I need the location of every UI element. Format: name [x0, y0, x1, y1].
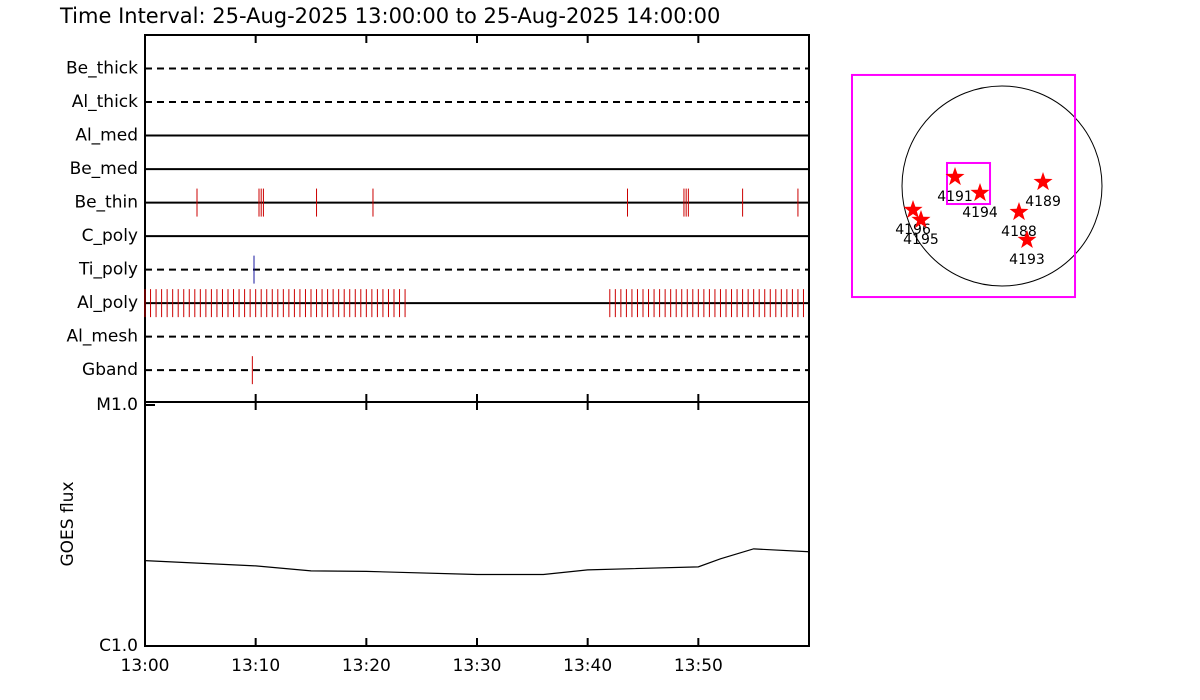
fov-box	[946, 161, 992, 206]
x-tick-label: 13:30	[453, 656, 502, 676]
region-star	[1033, 172, 1053, 191]
y-tick-label: M1.0	[96, 395, 138, 415]
region-label: 4195	[903, 232, 939, 248]
row-label: Be_thick	[66, 59, 138, 79]
row-label: Gband	[82, 360, 138, 380]
region-star	[970, 183, 990, 202]
row-label: Al_mesh	[66, 327, 138, 347]
row-label: Ti_poly	[78, 260, 138, 280]
x-tick-label: 13:20	[342, 656, 391, 676]
chart-title: Time Interval: 25-Aug-2025 13:00:00 to 2…	[59, 4, 720, 28]
goes-curve	[144, 548, 810, 576]
x-tick-label: 13:10	[231, 656, 280, 676]
y-axis-label: GOES flux	[58, 481, 78, 566]
row-label: Al_thick	[72, 92, 138, 112]
row-label: Al_poly	[77, 293, 138, 313]
x-tick-label: 13:40	[563, 656, 612, 676]
region-star	[911, 210, 931, 228]
solar-disk	[901, 85, 1103, 287]
x-tick-label: 13:00	[121, 656, 170, 676]
region-label: 4191	[937, 189, 973, 205]
y-tick-label: C1.0	[99, 636, 138, 656]
region-label: 4193	[1009, 252, 1045, 268]
region-label: 4194	[962, 205, 998, 221]
row-label: C_poly	[82, 226, 138, 246]
x-tick-label: 13:50	[674, 656, 723, 676]
fov-box	[851, 73, 1077, 299]
region-star	[945, 167, 965, 186]
row-label: Be_thin	[74, 193, 138, 213]
region-star	[1017, 230, 1037, 248]
goes-frame	[144, 401, 810, 647]
row-label: Al_med	[75, 126, 138, 146]
row-label: Be_med	[70, 159, 138, 179]
timeline-frame	[144, 34, 810, 403]
region-star	[1009, 202, 1029, 221]
region-star	[903, 200, 923, 218]
region-label: 4196	[895, 222, 931, 238]
region-label: 4189	[1025, 194, 1061, 210]
